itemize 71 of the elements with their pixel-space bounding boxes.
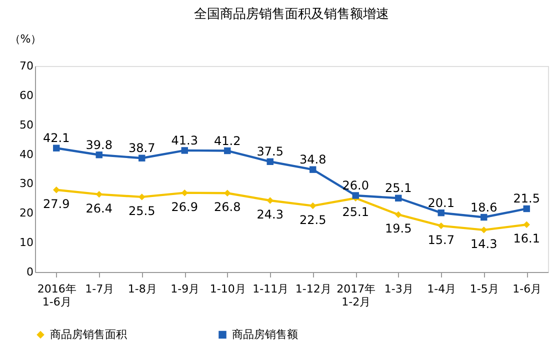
- data-label: 25.5: [128, 204, 156, 218]
- x-tick-label: 1-4月: [427, 282, 456, 296]
- x-tick-label: 1-10月: [210, 282, 246, 296]
- data-label: 41.3: [171, 133, 198, 148]
- x-tick-label: 1-9月: [170, 282, 200, 296]
- point: [523, 221, 530, 228]
- point: [53, 186, 60, 194]
- x-tick-label: 2017年 1-2月: [336, 282, 376, 308]
- legend-label: 商品房销售面积: [50, 328, 127, 341]
- data-label: 26.0: [342, 178, 369, 192]
- data-label: 22.5: [300, 212, 326, 227]
- point: [224, 147, 231, 154]
- point: [266, 197, 274, 204]
- x-tick-label: 2016年 1-6月: [37, 282, 76, 308]
- data-label: 26.9: [171, 200, 198, 214]
- x-tick-label: 1-11月: [252, 282, 289, 296]
- point: [438, 209, 444, 216]
- x-tick-label: 1-12月: [295, 282, 332, 296]
- x-tick-label: 1-7月: [85, 282, 114, 296]
- point: [96, 190, 102, 198]
- point: [224, 190, 231, 196]
- y-tick-label: 70: [20, 60, 34, 72]
- point: [138, 194, 146, 200]
- point: [523, 205, 530, 212]
- x-tick-label: 1-5月: [470, 282, 499, 296]
- data-label: 19.5: [385, 222, 412, 236]
- chart-title: 全国商品房销售面积及销售额增速: [194, 6, 389, 22]
- data-label: 20.1: [428, 196, 454, 210]
- y-tick-label: 10: [20, 236, 34, 250]
- data-label: 21.5: [513, 192, 540, 206]
- point: [480, 226, 488, 234]
- data-label: 42.1: [43, 131, 70, 146]
- data-label: 27.9: [43, 196, 70, 211]
- y-tick-label: 30: [20, 177, 34, 190]
- y-tick-label: 40: [20, 148, 34, 161]
- x-tick-label: 1-6月: [512, 282, 542, 296]
- point: [266, 158, 274, 165]
- y-axis-title: （%）: [9, 32, 42, 46]
- data-label: 39.8: [86, 138, 112, 152]
- data-label: 25.1: [385, 181, 412, 196]
- data-label: 18.6: [470, 200, 498, 214]
- data-label: 37.5: [256, 144, 284, 159]
- point: [96, 152, 102, 158]
- legend-label: 商品房销售额: [232, 328, 298, 341]
- point: [438, 222, 444, 230]
- point: [352, 192, 359, 199]
- data-label: 24.3: [256, 207, 284, 222]
- data-label: 26.8: [214, 200, 241, 214]
- data-label: 26.4: [86, 201, 112, 216]
- point: [395, 211, 402, 218]
- point: [181, 147, 188, 154]
- data-label: 38.7: [128, 141, 156, 156]
- data-label: 16.1: [513, 232, 540, 246]
- y-tick-label: 50: [20, 118, 34, 132]
- x-tick-label: 1-8月: [128, 282, 157, 296]
- data-label: 34.8: [300, 152, 326, 167]
- point: [395, 194, 402, 202]
- point: [138, 154, 146, 162]
- data-label: 15.7: [428, 232, 454, 247]
- point: [53, 144, 60, 152]
- point: [181, 189, 188, 196]
- y-tick-label: 60: [20, 88, 34, 102]
- point: [310, 202, 316, 210]
- data-label: 14.3: [470, 236, 498, 251]
- x-tick-label: 1-3月: [384, 282, 414, 296]
- point: [310, 166, 316, 173]
- y-tick-label: 0: [26, 266, 34, 278]
- data-label: 25.1: [342, 205, 369, 220]
- y-tick-label: 20: [20, 206, 34, 220]
- data-label: 41.2: [214, 134, 241, 148]
- point: [480, 214, 488, 221]
